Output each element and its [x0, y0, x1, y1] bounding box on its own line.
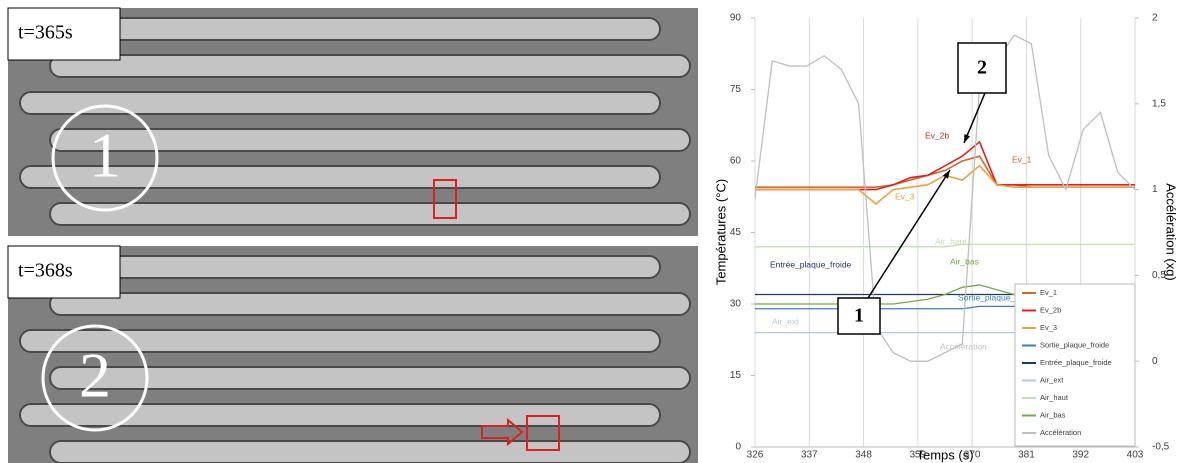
x-tick-label: 403	[1127, 450, 1144, 461]
legend-label: Ev_1	[1040, 288, 1057, 297]
channel	[49, 292, 691, 316]
x-tick-label: 359	[910, 450, 927, 461]
y-tick-label: 0	[735, 442, 741, 453]
photo	[8, 8, 698, 236]
highlight-box	[433, 179, 457, 219]
x-tick-label: 348	[855, 450, 872, 461]
time-label-box	[7, 7, 121, 61]
legend-label: Ev_2b	[1040, 305, 1061, 314]
legend-label: Accélération	[1040, 428, 1081, 437]
channel	[19, 403, 661, 427]
marker-circle	[51, 104, 159, 212]
arrow-head	[964, 134, 971, 143]
callout-box	[837, 297, 881, 335]
series-line	[754, 34, 1136, 362]
y-tick-label: 60	[730, 156, 742, 167]
series-annotation: Air_ext	[772, 316, 799, 326]
x-tick-label: 392	[1072, 450, 1089, 461]
y2-tick-label: 1,5	[1152, 98, 1166, 109]
y2-axis-title: Accélération (xg)	[1164, 183, 1179, 281]
channel	[19, 165, 661, 189]
marker-number: 1	[89, 120, 121, 191]
channel	[19, 329, 661, 353]
series-annotation: Accélération	[940, 341, 987, 351]
y2-tick-label: -0,5	[1152, 442, 1170, 453]
y2-tick-label: 1	[1152, 184, 1158, 195]
arrow	[481, 417, 524, 447]
marker-circle	[41, 324, 149, 432]
series-annotation: Ev_3	[895, 191, 915, 201]
legend-label: Air_haut	[1040, 393, 1069, 402]
legend-label: Air_ext	[1040, 375, 1064, 384]
x-tick-label: 326	[747, 450, 764, 461]
legend-label: Sortie_plaque_froide	[1040, 340, 1109, 349]
highlight-box	[526, 415, 560, 451]
channel	[19, 91, 661, 115]
x-tick-label: 337	[801, 450, 818, 461]
channel	[49, 54, 691, 78]
channel	[49, 128, 691, 152]
legend-label: Air_bas	[1040, 410, 1066, 419]
series-annotation: Air_bas	[950, 256, 979, 266]
channel	[49, 440, 691, 463]
series-annotation: Ev_2b	[925, 130, 949, 140]
series-annotation: Air_haut	[935, 236, 967, 246]
x-tick-label: 370	[964, 450, 981, 461]
callout-arrow	[867, 169, 951, 299]
time-label: t=365s	[18, 22, 73, 44]
time-label-box	[7, 245, 121, 299]
callout-label: 2	[977, 57, 987, 79]
x-axis-title: Temps (s)	[916, 447, 973, 462]
y-tick-label: 30	[730, 299, 742, 310]
series-annotation: Entrée_plaque_froide	[770, 259, 852, 269]
y2-tick-label: 0	[1152, 356, 1158, 367]
y-tick-label: 75	[730, 84, 742, 95]
marker-number: 2	[79, 340, 111, 411]
y2-tick-label: 2	[1152, 13, 1158, 24]
series-line	[755, 155, 1135, 189]
callout-arrow	[963, 92, 986, 144]
callout-box	[957, 42, 1007, 94]
series-annotation: Sortie_plaque_froide	[958, 292, 1037, 302]
y-tick-label: 15	[730, 370, 742, 381]
series-annotation: Ev_1	[1012, 154, 1032, 164]
time-label: t=368s	[18, 260, 73, 282]
y-tick-label: 90	[730, 13, 742, 24]
series-line	[755, 243, 1135, 248]
channel	[49, 202, 691, 226]
legend-label: Ev_3	[1040, 323, 1057, 332]
arrow-head	[942, 170, 950, 179]
channel	[49, 366, 691, 390]
x-tick-label: 381	[1018, 450, 1035, 461]
legend-label: Entrée_plaque_froide	[1040, 358, 1112, 367]
y-axis-title: Températures (°C)	[713, 179, 728, 285]
callout-label: 1	[854, 305, 864, 327]
y-tick-label: 45	[730, 227, 742, 238]
y2-tick-label: 0,5	[1152, 270, 1166, 281]
